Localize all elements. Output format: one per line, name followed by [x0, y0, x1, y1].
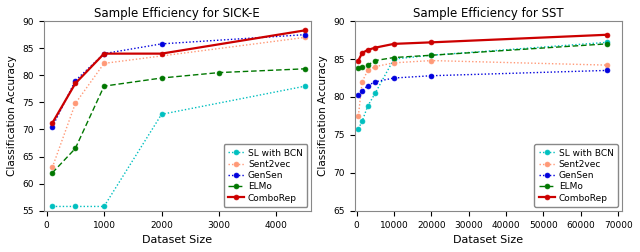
Sent2vec — [100, 62, 108, 65]
SL with BCN — [100, 205, 108, 208]
Y-axis label: Classification Accuracy: Classification Accuracy — [318, 56, 328, 176]
GenSen — [301, 33, 309, 36]
ELMo — [100, 85, 108, 88]
ELMo — [215, 71, 223, 74]
ComboRep — [49, 121, 56, 124]
GenSen — [428, 74, 435, 77]
ELMo — [49, 171, 56, 174]
ELMo — [390, 56, 397, 59]
GenSen — [358, 89, 366, 92]
ComboRep — [72, 82, 79, 85]
ELMo — [603, 42, 611, 45]
SL with BCN — [72, 205, 79, 208]
SL with BCN — [301, 85, 309, 88]
Sent2vec — [301, 36, 309, 39]
Legend: SL with BCN, Sent2vec, GenSen, ELMo, ComboRep: SL with BCN, Sent2vec, GenSen, ELMo, Com… — [534, 144, 618, 207]
SL with BCN — [390, 57, 397, 60]
Line: ELMo: ELMo — [50, 66, 308, 175]
Sent2vec — [355, 114, 362, 117]
ComboRep — [301, 29, 309, 32]
Line: ComboRep: ComboRep — [50, 28, 308, 125]
Sent2vec — [390, 61, 397, 64]
ComboRep — [358, 51, 366, 54]
Sent2vec — [603, 64, 611, 67]
SL with BCN — [355, 127, 362, 130]
GenSen — [603, 69, 611, 72]
ComboRep — [603, 33, 611, 36]
Y-axis label: Classification Accuracy: Classification Accuracy — [7, 56, 17, 176]
GenSen — [72, 79, 79, 82]
SL with BCN — [371, 92, 379, 95]
ELMo — [355, 67, 362, 70]
Line: Sent2vec: Sent2vec — [356, 58, 609, 118]
GenSen — [100, 52, 108, 55]
Line: SL with BCN: SL with BCN — [356, 40, 609, 131]
ELMo — [364, 64, 372, 67]
Sent2vec — [428, 59, 435, 62]
SL with BCN — [49, 205, 56, 208]
Sent2vec — [358, 80, 366, 83]
Line: GenSen: GenSen — [356, 68, 609, 98]
SL with BCN — [364, 105, 372, 108]
Sent2vec — [364, 69, 372, 72]
Sent2vec — [371, 65, 379, 68]
SL with BCN — [157, 113, 165, 116]
Line: Sent2vec: Sent2vec — [50, 35, 308, 170]
ELMo — [157, 77, 165, 80]
ELMo — [301, 67, 309, 70]
ELMo — [72, 147, 79, 150]
ComboRep — [390, 42, 397, 45]
ComboRep — [428, 41, 435, 44]
GenSen — [371, 80, 379, 83]
ELMo — [371, 59, 379, 62]
GenSen — [49, 125, 56, 128]
Line: ELMo: ELMo — [356, 41, 609, 71]
ComboRep — [355, 59, 362, 62]
SL with BCN — [358, 120, 366, 123]
X-axis label: Dataset Size: Dataset Size — [453, 235, 524, 245]
ELMo — [428, 54, 435, 57]
GenSen — [157, 42, 165, 45]
Line: SL with BCN: SL with BCN — [50, 84, 308, 209]
Title: Sample Efficiency for SICK-E: Sample Efficiency for SICK-E — [95, 7, 260, 20]
GenSen — [355, 94, 362, 97]
ComboRep — [157, 52, 165, 55]
ComboRep — [100, 52, 108, 55]
SL with BCN — [428, 54, 435, 57]
Sent2vec — [72, 102, 79, 105]
X-axis label: Dataset Size: Dataset Size — [142, 235, 212, 245]
Legend: SL with BCN, Sent2vec, GenSen, ELMo, ComboRep: SL with BCN, Sent2vec, GenSen, ELMo, Com… — [223, 144, 307, 207]
GenSen — [390, 77, 397, 80]
ComboRep — [364, 48, 372, 51]
Line: ComboRep: ComboRep — [356, 32, 609, 63]
GenSen — [364, 84, 372, 87]
ELMo — [358, 65, 366, 68]
Title: Sample Efficiency for SST: Sample Efficiency for SST — [413, 7, 564, 20]
Sent2vec — [49, 166, 56, 169]
Line: GenSen: GenSen — [50, 32, 308, 129]
SL with BCN — [603, 41, 611, 44]
ComboRep — [371, 46, 379, 49]
